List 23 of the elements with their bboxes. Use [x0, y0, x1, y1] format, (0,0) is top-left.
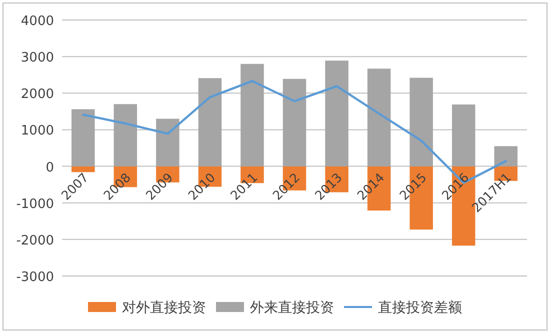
- y-tick-label: -2000: [16, 233, 54, 248]
- bar: [72, 166, 95, 172]
- bar: [452, 104, 476, 166]
- bar: [156, 118, 180, 166]
- y-tick-label: -3000: [16, 270, 54, 285]
- bar: [282, 78, 306, 166]
- bar: [72, 109, 95, 166]
- y-tick-label: 4000: [20, 14, 54, 29]
- bar: [198, 78, 222, 166]
- legend-label: 外来直接投资: [250, 300, 334, 316]
- bar: [325, 60, 348, 166]
- legend-label: 对外直接投资: [122, 300, 206, 316]
- y-tick-label: 2000: [20, 87, 54, 102]
- legend-label: 直接投资差额: [378, 300, 462, 316]
- bar: [494, 146, 518, 166]
- y-tick-label: -1000: [16, 196, 54, 212]
- bar: [367, 68, 391, 166]
- y-tick-label: 1000: [20, 124, 54, 139]
- bar: [114, 104, 138, 166]
- bar: [410, 78, 433, 166]
- bar: [240, 64, 264, 166]
- y-tick-label: 3000: [20, 50, 54, 66]
- y-tick-label: 0: [46, 160, 54, 176]
